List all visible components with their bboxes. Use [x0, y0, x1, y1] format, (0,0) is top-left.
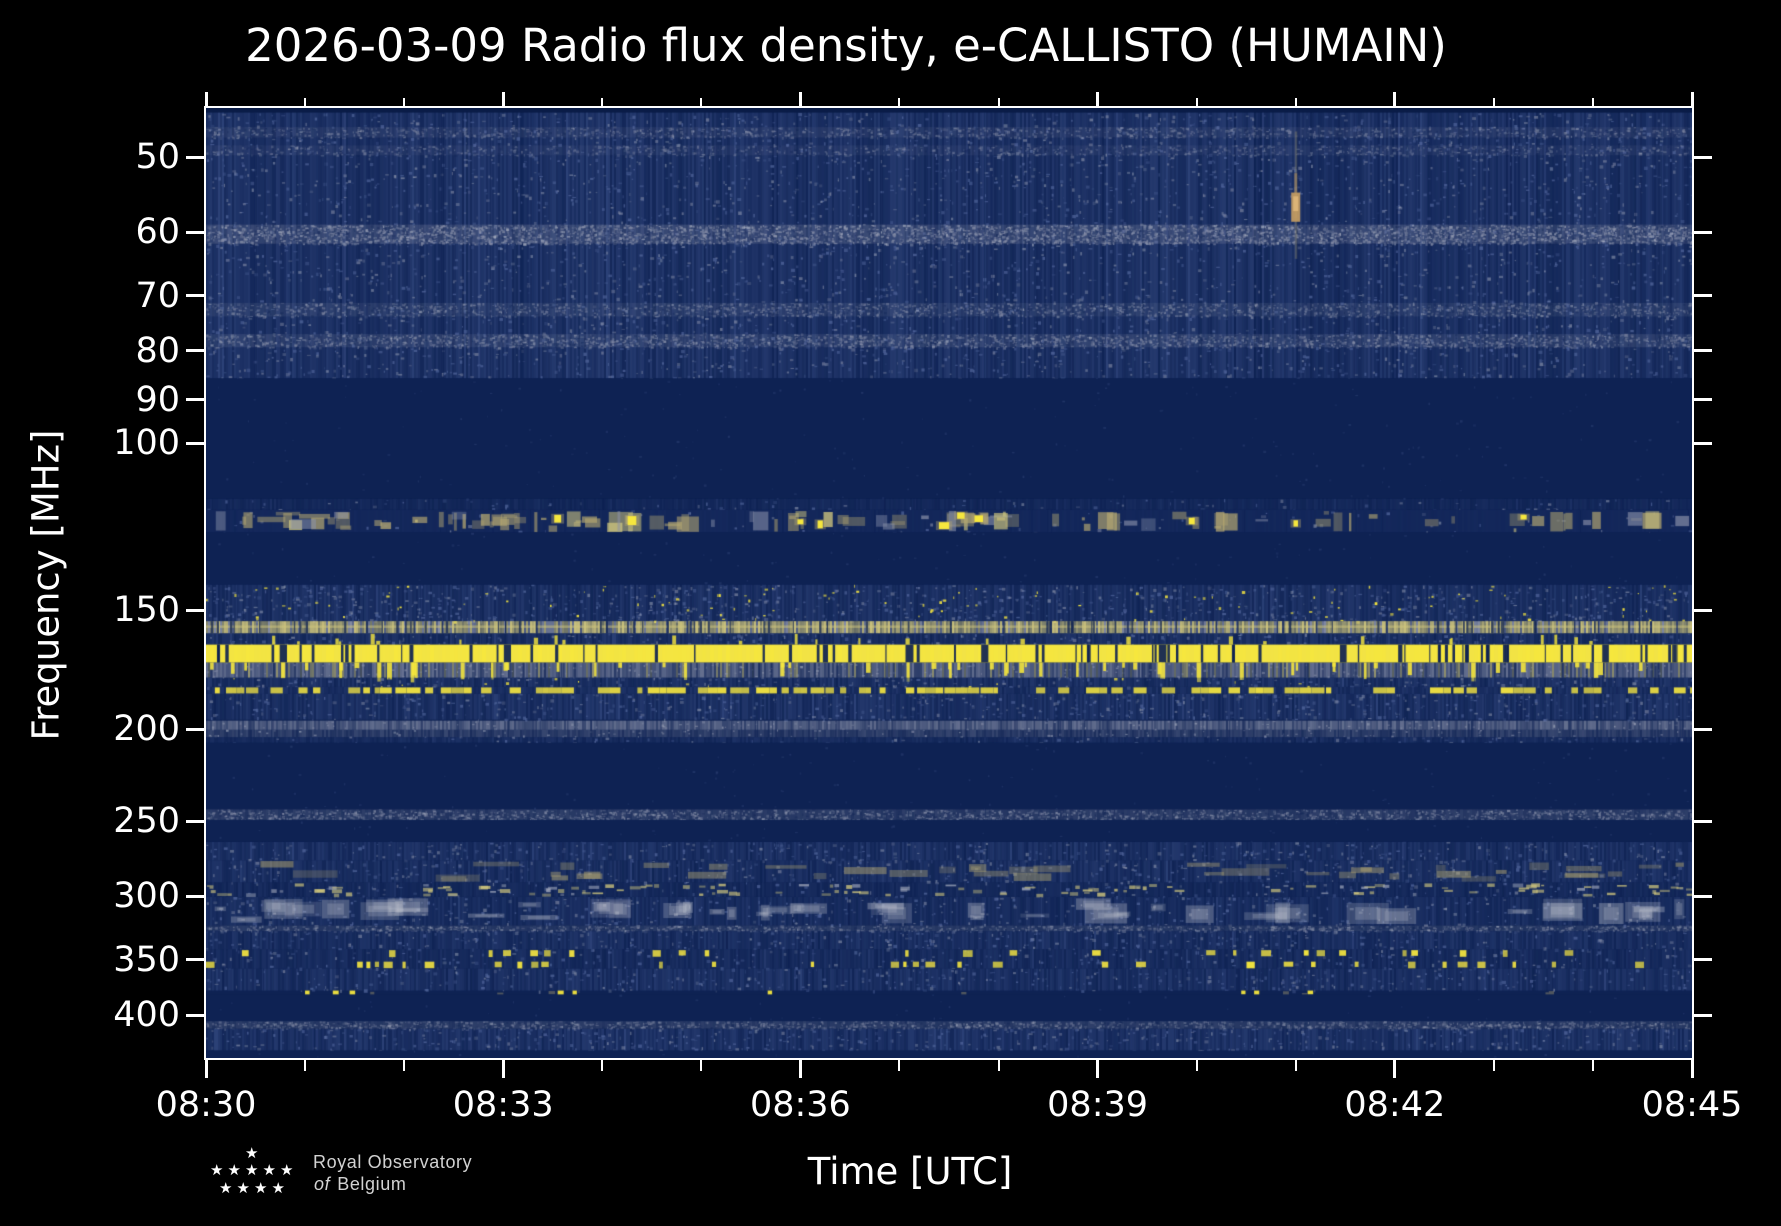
x-major-tick [501, 92, 505, 106]
x-major-tick [204, 1060, 208, 1078]
rob-logo-line2: of Belgium [314, 1174, 406, 1195]
y-tick-label: 300 [113, 876, 180, 917]
y-major-tick [1694, 398, 1712, 402]
y-major-tick [1694, 441, 1712, 445]
x-tick-label: 08:30 [155, 1085, 257, 1125]
x-major-tick [1096, 92, 1100, 106]
x-minor-tick [1195, 1060, 1198, 1071]
y-major-tick [1694, 727, 1712, 731]
x-major-tick [1690, 1060, 1694, 1078]
x-minor-tick [1294, 1060, 1297, 1071]
star-icon: ★ [236, 1179, 250, 1197]
y-tick-label: 60 [135, 212, 180, 253]
y-major-tick [186, 155, 204, 159]
spectrogram-canvas [206, 108, 1692, 1058]
y-tick-label: 200 [113, 709, 180, 749]
star-icon: ★ [227, 1161, 241, 1179]
star-icon: ★ [210, 1161, 224, 1179]
y-major-tick [186, 349, 204, 353]
y-major-tick [1694, 894, 1712, 898]
x-minor-tick [403, 98, 406, 106]
x-minor-tick [1294, 98, 1297, 106]
y-tick-label: 90 [135, 379, 180, 420]
star-icon: ★ [254, 1179, 268, 1197]
x-minor-tick [1492, 1060, 1495, 1071]
y-tick-label: 50 [135, 137, 180, 177]
x-major-tick [798, 92, 802, 106]
y-major-tick [1694, 294, 1712, 298]
x-minor-tick [304, 98, 307, 106]
star-icon: ★ [219, 1179, 233, 1197]
y-major-tick [186, 819, 204, 823]
x-minor-tick [1195, 98, 1198, 106]
x-minor-tick [403, 1060, 406, 1071]
y-major-tick [186, 230, 204, 234]
plot-area [204, 106, 1694, 1060]
x-major-tick [798, 1060, 802, 1078]
chart-title: 2026-03-09 Radio flux density, e-CALLIST… [245, 19, 1447, 72]
x-major-tick [1096, 1060, 1100, 1078]
x-tick-label: 08:36 [749, 1085, 851, 1125]
y-tick-label: 70 [135, 275, 180, 316]
star-icon: ★ [280, 1161, 294, 1179]
x-major-tick [1393, 92, 1397, 106]
x-axis-label: Time [UTC] [807, 1150, 1013, 1193]
star-icon: ★ [245, 1144, 259, 1162]
y-tick-label: 350 [113, 939, 180, 980]
y-major-tick [186, 1013, 204, 1017]
y-major-tick [1694, 230, 1712, 234]
x-minor-tick [997, 98, 1000, 106]
y-tick-label: 250 [113, 801, 180, 842]
x-tick-label: 08:33 [452, 1085, 554, 1125]
x-tick-label: 08:39 [1047, 1085, 1149, 1125]
y-major-tick [186, 398, 204, 402]
x-major-tick [204, 92, 208, 106]
x-tick-label: 08:45 [1641, 1085, 1743, 1125]
rob-logo-belgium: Belgium [337, 1174, 407, 1194]
rob-logo-line1: Royal Observatory [313, 1152, 473, 1172]
x-major-tick [501, 1060, 505, 1078]
y-tick-label: 150 [113, 590, 180, 631]
x-minor-tick [1591, 1060, 1594, 1071]
x-minor-tick [1492, 98, 1495, 106]
y-major-tick [1694, 349, 1712, 353]
y-major-tick [186, 894, 204, 898]
star-icon: ★ [271, 1179, 285, 1197]
y-major-tick [186, 727, 204, 731]
y-major-tick [186, 608, 204, 612]
star-icon: ★ [245, 1161, 259, 1179]
y-major-tick [1694, 819, 1712, 823]
x-minor-tick [898, 98, 901, 106]
x-minor-tick [997, 1060, 1000, 1071]
x-minor-tick [700, 98, 703, 106]
x-minor-tick [1591, 98, 1594, 106]
y-major-tick [186, 441, 204, 445]
y-major-tick [1694, 958, 1712, 962]
y-tick-label: 80 [135, 330, 180, 371]
y-major-tick [186, 294, 204, 298]
y-major-tick [1694, 608, 1712, 612]
x-major-tick [1690, 92, 1694, 106]
y-axis-label: Frequency [MHz] [24, 429, 68, 741]
x-major-tick [1393, 1060, 1397, 1078]
y-major-tick [186, 958, 204, 962]
x-minor-tick [601, 1060, 604, 1071]
y-tick-label: 100 [113, 423, 180, 463]
x-minor-tick [700, 1060, 703, 1071]
x-minor-tick [898, 1060, 901, 1071]
y-tick-label: 400 [113, 995, 180, 1035]
y-major-tick [1694, 155, 1712, 159]
y-major-tick [1694, 1013, 1712, 1017]
star-icon: ★ [262, 1161, 276, 1179]
rob-logo-of: of [314, 1174, 331, 1194]
x-minor-tick [601, 98, 604, 106]
x-tick-label: 08:42 [1344, 1085, 1446, 1125]
x-minor-tick [304, 1060, 307, 1071]
